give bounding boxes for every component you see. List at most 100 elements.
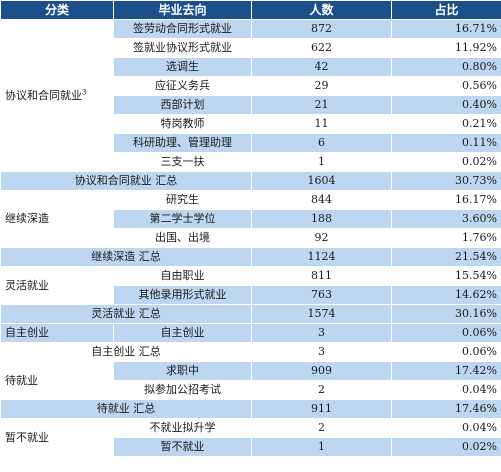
count-cell: 92 <box>251 228 392 248</box>
count-cell: 3 <box>251 323 392 343</box>
count-cell: 844 <box>251 190 392 210</box>
group-label-agreement: 协议和合同就业3 <box>0 19 114 172</box>
header-row: 分类 毕业去向 人数 占比 <box>0 0 501 20</box>
destination-cell: 西部计划 <box>113 95 252 115</box>
count-cell: 42 <box>251 57 392 77</box>
count-cell: 11 <box>251 114 392 134</box>
summary-label: 自主创业 汇总 <box>0 342 252 362</box>
destination-cell: 自主创业 <box>113 323 252 343</box>
summary-ratio: 30.73% <box>391 171 501 191</box>
summary-count: 1604 <box>251 171 392 191</box>
destination-cell: 应征义务兵 <box>113 76 252 96</box>
destination-cell: 科研助理、管理助理 <box>113 133 252 153</box>
table-row: 暂不就业 1 0.02% <box>1 437 501 457</box>
ratio-cell: 15.54% <box>391 266 501 286</box>
summary-label: 协议和合同就业 汇总 <box>0 171 252 191</box>
summary-count: 1124 <box>251 247 392 267</box>
count-cell: 909 <box>251 361 392 381</box>
summary-count: 3 <box>251 342 392 362</box>
destination-cell: 求职中 <box>113 361 252 381</box>
ratio-cell: 0.80% <box>391 57 501 77</box>
summary-ratio: 17.46% <box>391 399 501 419</box>
table-row: 继续深造 研究生 844 16.17% <box>0 190 501 248</box>
ratio-cell: 0.02% <box>391 437 501 457</box>
summary-row: 灵活就业 汇总 1574 30.16% <box>0 304 501 324</box>
table-row: 灵活就业 自由职业 811 15.54% <box>0 266 501 305</box>
count-cell: 872 <box>251 19 392 39</box>
count-cell: 763 <box>251 285 392 305</box>
ratio-cell: 0.04% <box>391 418 501 438</box>
summary-row: 继续深造 汇总 1124 21.54% <box>0 247 501 267</box>
group-label-waiting: 待就业 <box>0 361 114 400</box>
destination-cell: 暂不就业 <box>113 437 252 457</box>
summary-label: 待就业 汇总 <box>0 399 252 419</box>
count-cell: 21 <box>251 95 392 115</box>
summary-row: 协议和合同就业 汇总 1604 30.73% <box>0 171 501 191</box>
table-row: 科研助理、管理助理 6 0.11% <box>1 133 501 153</box>
destination-cell: 拟参加公招考试 <box>113 380 252 400</box>
summary-count: 911 <box>251 399 392 419</box>
group-label-startup: 自主创业 <box>0 323 114 343</box>
group-label-notyet: 暂不就业 <box>0 418 114 457</box>
count-cell: 622 <box>251 38 392 58</box>
ratio-cell: 0.56% <box>391 76 501 96</box>
group-label-flexible: 灵活就业 <box>0 266 114 305</box>
ratio-cell: 0.02% <box>391 152 501 172</box>
count-cell: 811 <box>251 266 392 286</box>
destination-cell: 签劳动合同形式就业 <box>113 19 252 39</box>
ratio-cell: 0.06% <box>391 323 501 343</box>
table-row: 西部计划 21 0.40% <box>1 95 501 115</box>
ratio-cell: 1.76% <box>391 228 501 248</box>
count-cell: 188 <box>251 209 392 229</box>
ratio-cell: 14.62% <box>391 285 501 305</box>
ratio-cell: 16.17% <box>391 190 501 210</box>
table-row: 签就业协议形式就业 622 11.92% <box>1 38 501 58</box>
ratio-cell: 16.71% <box>391 19 501 39</box>
header-count: 人数 <box>251 0 392 20</box>
destination-cell: 选调生 <box>113 57 252 77</box>
destination-cell: 特岗教师 <box>113 114 252 134</box>
destination-cell: 不就业拟升学 <box>113 418 252 438</box>
summary-ratio: 0.06% <box>391 342 501 362</box>
count-cell: 2 <box>251 380 392 400</box>
table-row: 协议和合同就业3 签劳动合同形式就业 872 16.71% <box>0 19 501 172</box>
destination-cell: 第二学士学位 <box>113 209 252 229</box>
table-row: 待就业 求职中 909 17.42% <box>0 361 501 400</box>
count-cell: 2 <box>251 418 392 438</box>
table-row: 拟参加公招考试 2 0.04% <box>1 380 501 400</box>
destination-cell: 研究生 <box>113 190 252 210</box>
ratio-cell: 3.60% <box>391 209 501 229</box>
ratio-cell: 17.42% <box>391 361 501 381</box>
table-row: 选调生 42 0.80% <box>1 57 501 77</box>
count-cell: 1 <box>251 152 392 172</box>
header-ratio: 占比 <box>391 0 501 20</box>
summary-count: 1574 <box>251 304 392 324</box>
summary-label: 灵活就业 汇总 <box>0 304 252 324</box>
destination-cell: 其他录用形式就业 <box>113 285 252 305</box>
ratio-cell: 0.40% <box>391 95 501 115</box>
destination-cell: 三支一扶 <box>113 152 252 172</box>
ratio-cell: 0.21% <box>391 114 501 134</box>
header-destination: 毕业去向 <box>113 0 252 20</box>
count-cell: 6 <box>251 133 392 153</box>
header-category: 分类 <box>0 0 114 20</box>
table-row: 三支一扶 1 0.02% <box>1 152 501 172</box>
summary-ratio: 21.54% <box>391 247 501 267</box>
footnote-marker: 3 <box>82 87 87 96</box>
employment-destination-table: 分类 毕业去向 人数 占比 协议和合同就业3 签劳动合同形式就业 872 16.… <box>0 0 501 457</box>
table-row: 第二学士学位 188 3.60% <box>1 209 501 229</box>
summary-label: 继续深造 汇总 <box>0 247 252 267</box>
summary-ratio: 30.16% <box>391 304 501 324</box>
table-row: 自主创业 自主创业 3 0.06% <box>0 323 501 343</box>
group-label-study: 继续深造 <box>0 190 114 248</box>
ratio-cell: 11.92% <box>391 38 501 58</box>
destination-cell: 自由职业 <box>113 266 252 286</box>
count-cell: 29 <box>251 76 392 96</box>
table-row: 出国、出境 92 1.76% <box>1 228 501 248</box>
table-row: 暂不就业 不就业拟升学 2 0.04% <box>0 418 501 457</box>
summary-row: 自主创业 汇总 3 0.06% <box>0 342 501 362</box>
count-cell: 1 <box>251 437 392 457</box>
table-row: 特岗教师 11 0.21% <box>1 114 501 134</box>
summary-row: 待就业 汇总 911 17.46% <box>0 399 501 419</box>
ratio-cell: 0.04% <box>391 380 501 400</box>
